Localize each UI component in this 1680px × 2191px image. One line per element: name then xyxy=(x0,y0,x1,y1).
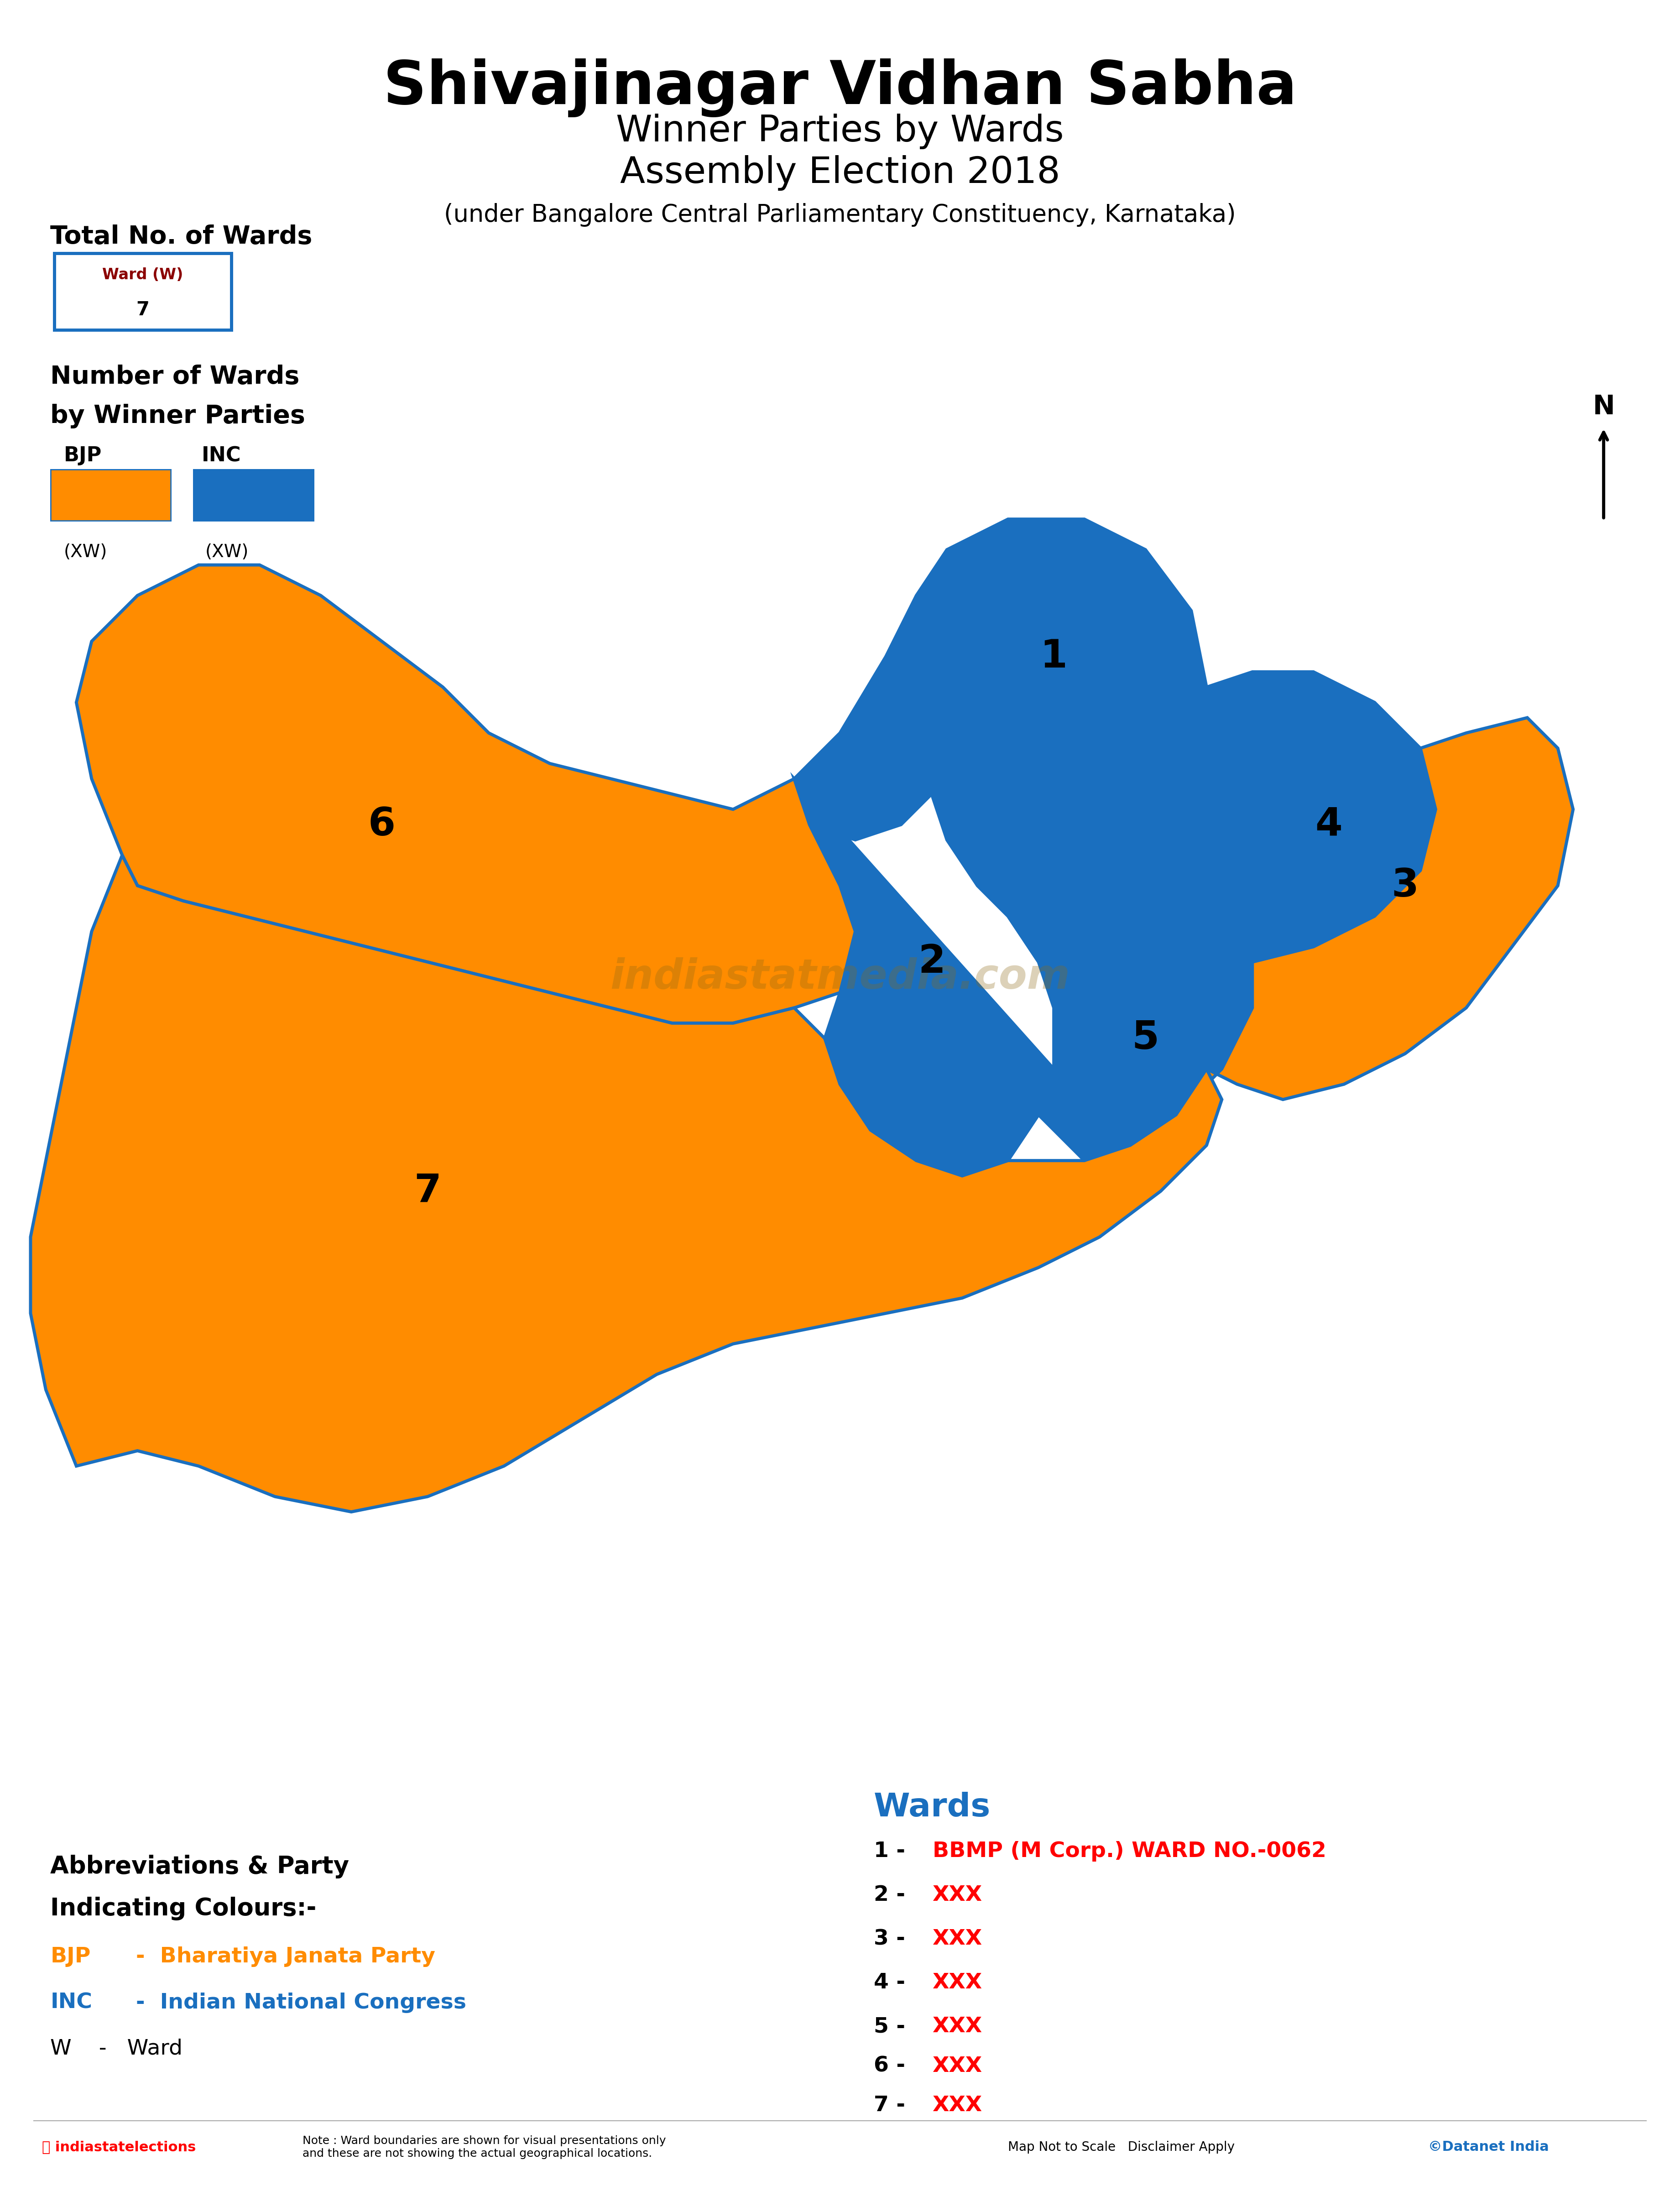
Text: XXX: XXX xyxy=(932,1972,983,1994)
Text: Indicating Colours:-: Indicating Colours:- xyxy=(50,1897,316,1919)
Text: Number of Wards: Number of Wards xyxy=(50,364,299,390)
FancyBboxPatch shape xyxy=(50,469,171,521)
Text: XXX: XXX xyxy=(932,2016,983,2038)
Text: 6 -: 6 - xyxy=(874,2055,906,2077)
Text: 7 -: 7 - xyxy=(874,2095,906,2117)
Text: 5 -: 5 - xyxy=(874,2016,906,2038)
Text: Shivajinagar Vidhan Sabha: Shivajinagar Vidhan Sabha xyxy=(383,59,1297,116)
Text: Map Not to Scale   Disclaimer Apply: Map Not to Scale Disclaimer Apply xyxy=(1008,2141,1235,2154)
Text: XXX: XXX xyxy=(932,1928,983,1950)
Text: 3: 3 xyxy=(1391,868,1420,905)
Polygon shape xyxy=(795,778,1131,1177)
Text: indiastatmedia.com: indiastatmedia.com xyxy=(610,957,1070,997)
Text: 1: 1 xyxy=(1040,638,1067,675)
Text: 4: 4 xyxy=(1315,806,1342,844)
Text: BJP: BJP xyxy=(50,1946,91,1968)
Text: BBMP (M Corp.) WARD NO.-0062: BBMP (M Corp.) WARD NO.-0062 xyxy=(932,1840,1326,1862)
Text: Abbreviations & Party: Abbreviations & Party xyxy=(50,1856,349,1878)
Text: Ward (W): Ward (W) xyxy=(102,267,183,283)
Text: Winner Parties by Wards: Winner Parties by Wards xyxy=(617,114,1063,149)
Text: Wards: Wards xyxy=(874,1792,991,1823)
Text: 3 -: 3 - xyxy=(874,1928,906,1950)
Text: 7: 7 xyxy=(413,1172,442,1209)
Polygon shape xyxy=(76,565,855,1023)
Text: ⓘ indiastatelections: ⓘ indiastatelections xyxy=(42,2141,197,2154)
Text: BJP: BJP xyxy=(64,447,102,464)
Text: 7: 7 xyxy=(136,300,150,320)
Text: (XW): (XW) xyxy=(64,543,108,561)
Text: by Winner Parties: by Winner Parties xyxy=(50,403,306,429)
Text: (XW): (XW) xyxy=(205,543,249,561)
Text: XXX: XXX xyxy=(932,1884,983,1906)
Text: 6: 6 xyxy=(368,806,395,844)
Text: Assembly Election 2018: Assembly Election 2018 xyxy=(620,156,1060,191)
Text: 2 -: 2 - xyxy=(874,1884,906,1906)
Text: 2: 2 xyxy=(917,942,946,982)
Text: 4 -: 4 - xyxy=(874,1972,906,1994)
FancyBboxPatch shape xyxy=(54,254,232,329)
Text: XXX: XXX xyxy=(932,2055,983,2077)
Text: XXX: XXX xyxy=(932,2095,983,2117)
Polygon shape xyxy=(1176,719,1572,1115)
Text: INC: INC xyxy=(202,447,242,464)
Text: Note : Ward boundaries are shown for visual presentations only
and these are not: Note : Ward boundaries are shown for vis… xyxy=(302,2136,665,2158)
Text: ©Datanet India: ©Datanet India xyxy=(1428,2141,1549,2154)
Polygon shape xyxy=(795,519,1206,870)
Text: (under Bangalore Central Parliamentary Constituency, Karnataka): (under Bangalore Central Parliamentary C… xyxy=(444,204,1236,226)
Text: W    -   Ward: W - Ward xyxy=(50,2038,183,2060)
Text: N: N xyxy=(1593,394,1614,421)
Polygon shape xyxy=(1084,673,1436,962)
Polygon shape xyxy=(30,854,1221,1512)
Text: Total No. of Wards: Total No. of Wards xyxy=(50,223,312,250)
Text: -  Bharatiya Janata Party: - Bharatiya Janata Party xyxy=(121,1946,435,1968)
FancyBboxPatch shape xyxy=(193,469,314,521)
Text: 1 -: 1 - xyxy=(874,1840,906,1862)
Polygon shape xyxy=(1038,901,1252,1161)
Text: -  Indian National Congress: - Indian National Congress xyxy=(121,1992,467,2014)
Text: 5: 5 xyxy=(1132,1019,1159,1058)
Text: INC: INC xyxy=(50,1992,92,2014)
